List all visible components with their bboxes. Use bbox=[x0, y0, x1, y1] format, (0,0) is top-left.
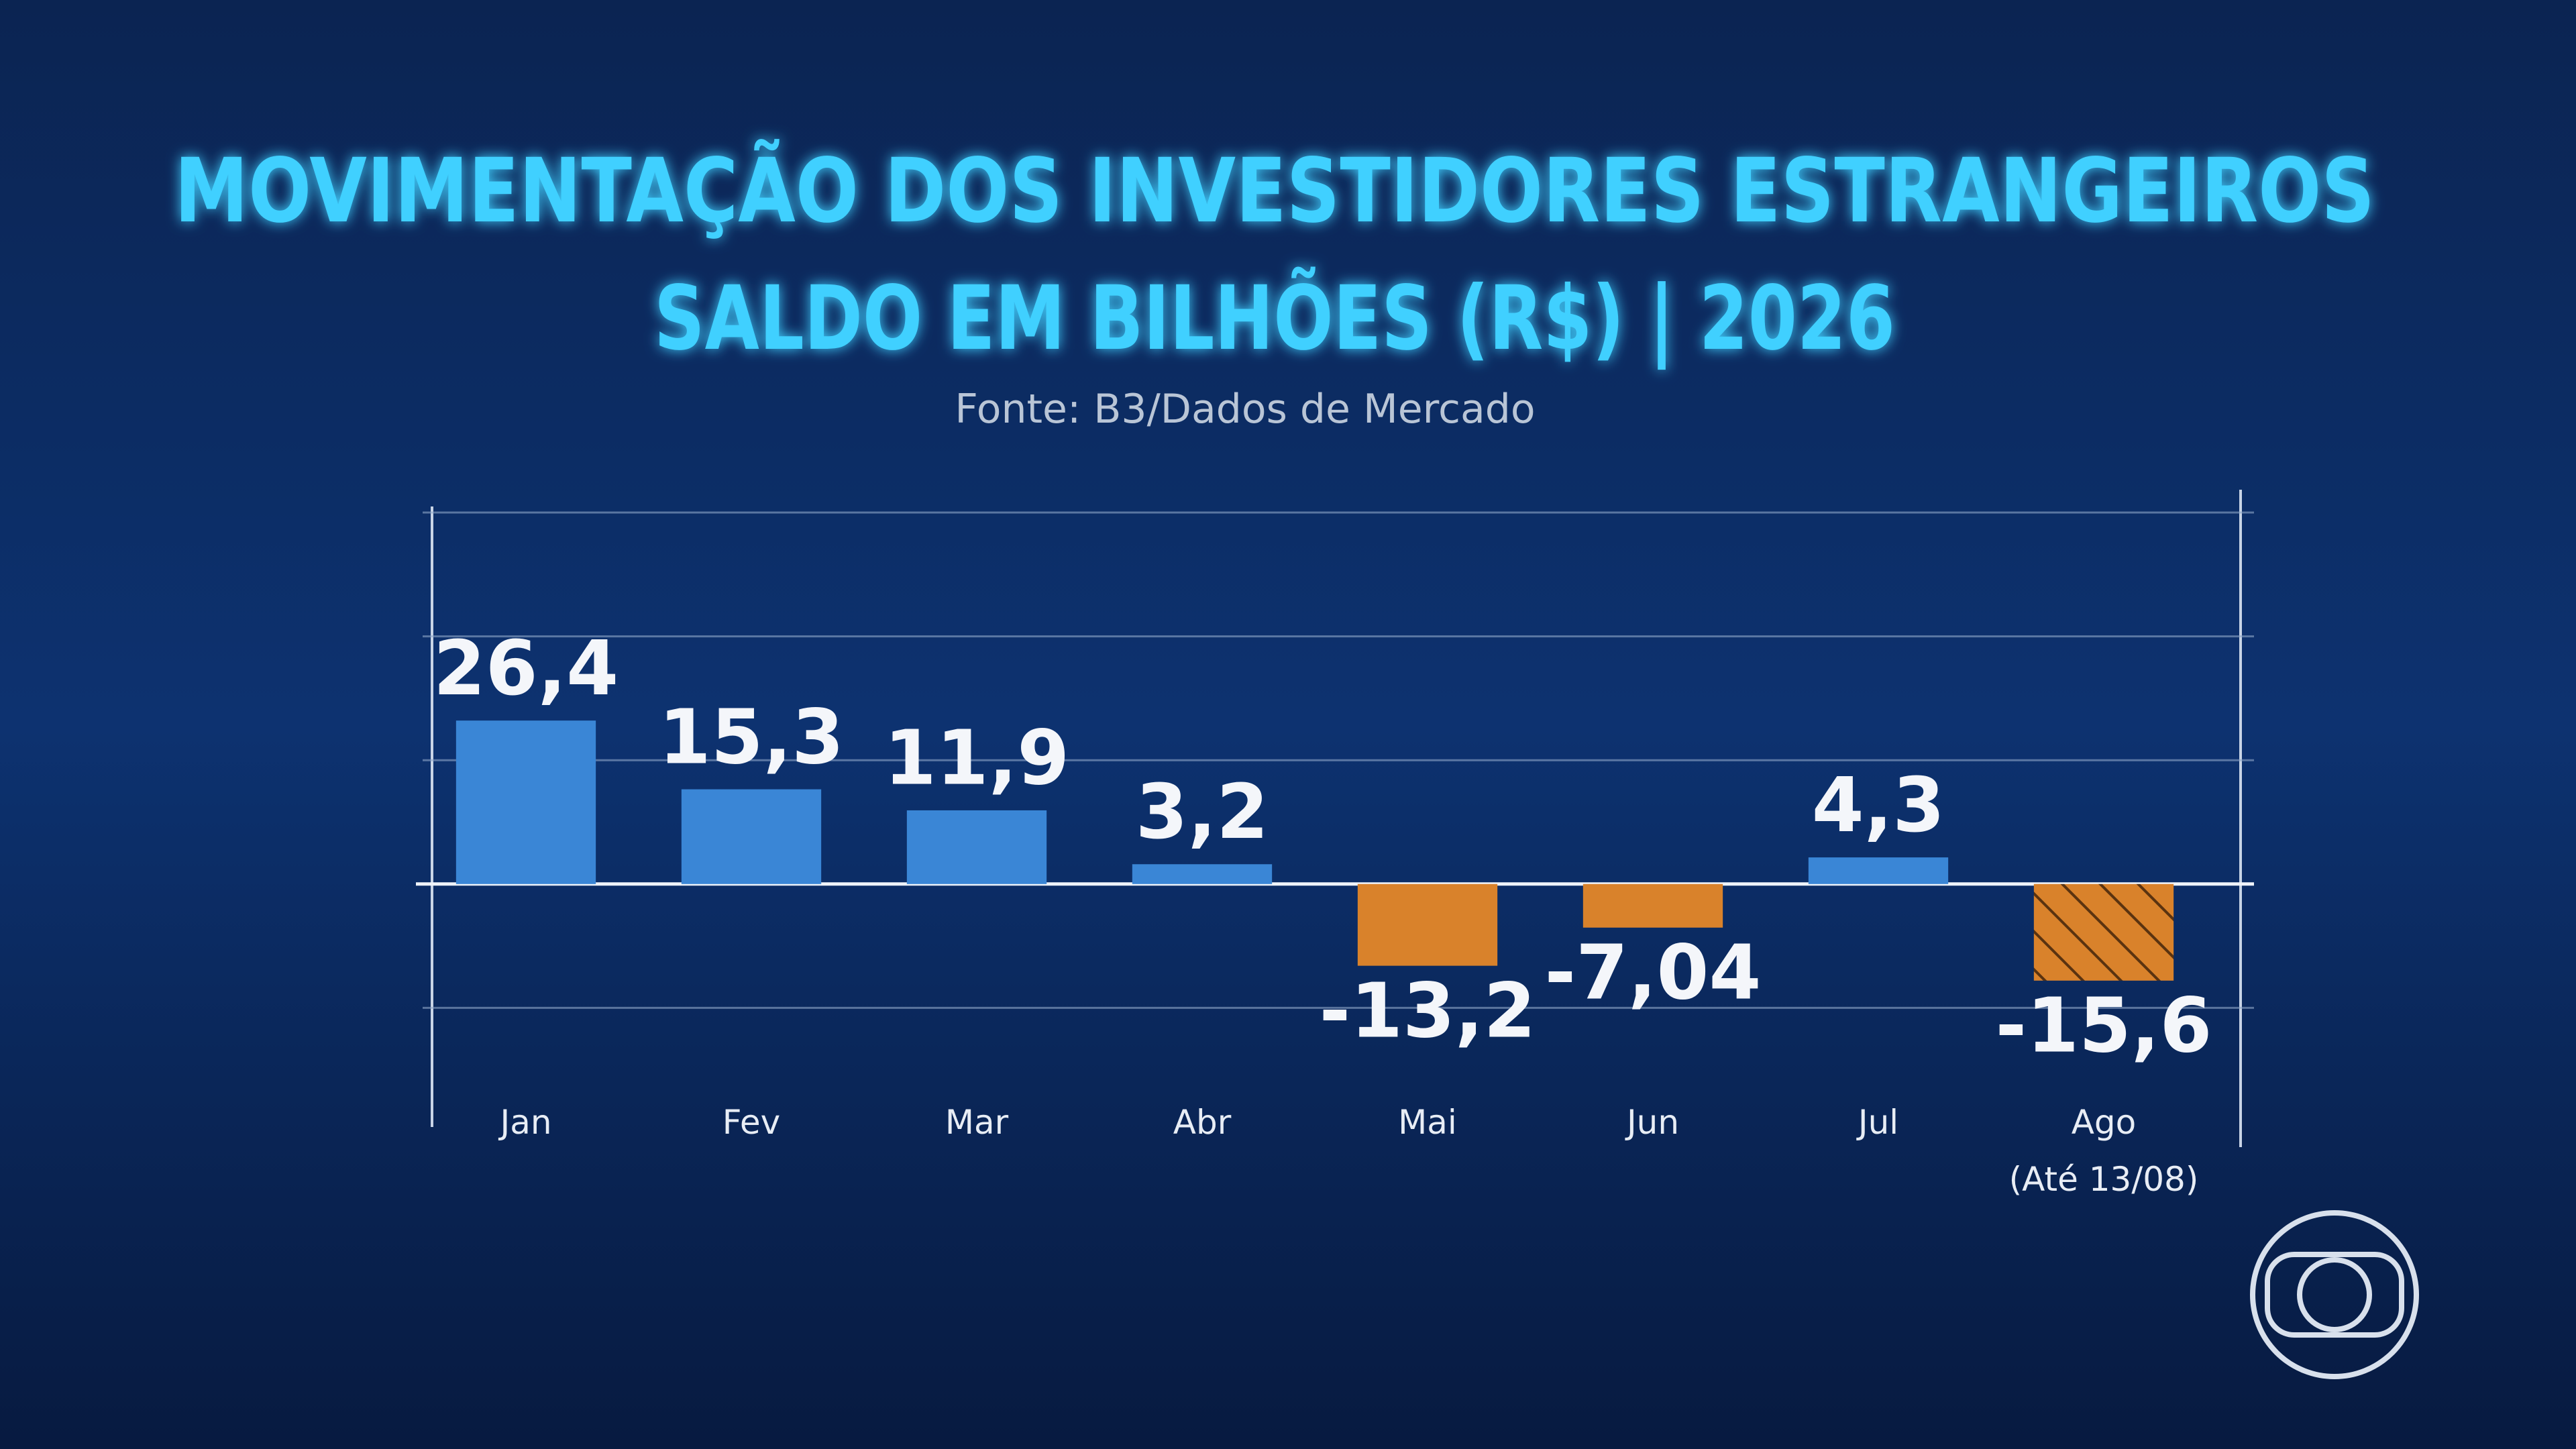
value-label: 26,4 bbox=[433, 625, 619, 712]
bar bbox=[1357, 883, 1498, 966]
x-tick-label: Jan bbox=[498, 1103, 551, 1142]
bar bbox=[1132, 864, 1273, 884]
x-tick-label: Ago bbox=[2072, 1103, 2137, 1142]
chart-title: SALDO EM BILHÕES (R$) | 2026 bbox=[654, 266, 1895, 370]
bar bbox=[2033, 883, 2174, 981]
chart-title: MOVIMENTAÇÃO DOS INVESTIDORES ESTRANGEIR… bbox=[174, 138, 2375, 243]
x-tick-label: Jun bbox=[1625, 1103, 1679, 1142]
x-tick-label: Fev bbox=[722, 1103, 780, 1142]
logo bbox=[2250, 1210, 2419, 1379]
x-tick-label: Mar bbox=[945, 1103, 1009, 1142]
value-label: 15,3 bbox=[659, 694, 844, 781]
value-label: 3,2 bbox=[1136, 769, 1269, 856]
value-label: 11,9 bbox=[884, 715, 1069, 802]
x-tick-label: Jul bbox=[1856, 1103, 1898, 1142]
x-tick-note: (Até 13/08) bbox=[2009, 1160, 2199, 1199]
bar bbox=[455, 720, 596, 884]
x-tick-label: Abr bbox=[1173, 1103, 1232, 1142]
value-label: -13,2 bbox=[1320, 967, 1536, 1055]
value-label: 4,3 bbox=[1812, 762, 1945, 849]
x-tick-label: Mai bbox=[1398, 1103, 1457, 1142]
bar bbox=[906, 810, 1047, 884]
bar bbox=[1582, 883, 1723, 928]
value-label: -7,04 bbox=[1545, 930, 1762, 1017]
chart-subtitle: Fonte: B3/Dados de Mercado bbox=[955, 386, 1535, 433]
bar bbox=[1808, 857, 1949, 884]
bar bbox=[681, 789, 822, 884]
value-label: -15,6 bbox=[1996, 983, 2212, 1070]
